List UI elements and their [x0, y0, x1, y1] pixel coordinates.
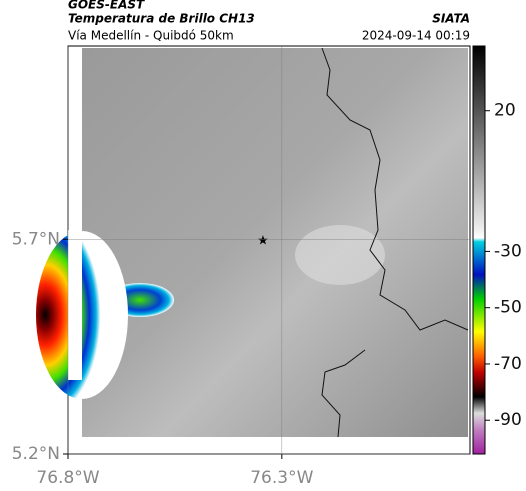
y-tick-label: 5.2°N [12, 444, 60, 464]
colorbar-label: -70 [494, 354, 522, 374]
cloud [295, 225, 385, 285]
colorbar [472, 45, 486, 455]
location-star: ★ [257, 234, 269, 249]
colorbar-label: 20 [494, 101, 516, 121]
colorbar-label: -90 [494, 410, 522, 430]
source: SIATA [432, 12, 470, 26]
timestamp: 2024-09-14 00:19 [362, 29, 470, 43]
axes: 76.8°W 76.3°W 5.2°N 5.7°N 20 -30 -50 -70 -90 [12, 46, 522, 488]
x-tick-label: 76.3°W [250, 468, 313, 488]
x-tick-label: 76.8°W [36, 468, 99, 488]
brightness-image [82, 48, 468, 437]
satellite: GOES-EAST [68, 0, 145, 12]
colorbar-label: -30 [494, 241, 522, 261]
header: GOES-EAST Temperatura de Brillo CH13 SIA… [68, 0, 470, 43]
product: Temperatura de Brillo CH13 [68, 12, 255, 26]
boundary [321, 47, 469, 438]
mask [68, 230, 82, 380]
route: Vía Medellín - Quibdó 50km [68, 29, 234, 43]
colorbar-label: -50 [494, 298, 522, 318]
y-tick-label: 5.7°N [12, 229, 60, 249]
